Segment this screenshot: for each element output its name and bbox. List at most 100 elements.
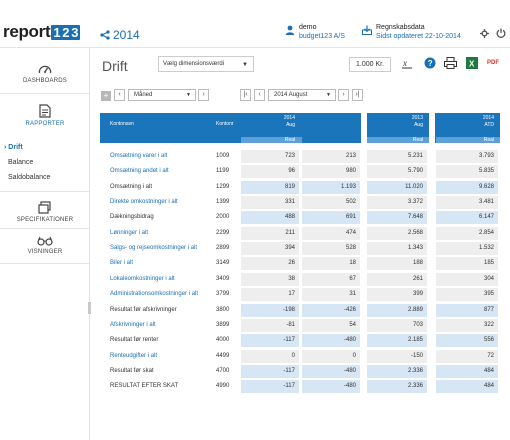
value-cell[interactable]: -480 [302,380,360,394]
settings-icon[interactable] [480,29,489,38]
print-icon[interactable] [444,57,457,69]
formula-icon[interactable]: x [401,57,413,69]
value-cell[interactable]: 304 [436,272,498,286]
dimension-select[interactable]: Vælg dimensionsværdi ▼ [158,56,254,72]
sidebar-item-rapporter[interactable]: RAPPORTER [0,104,90,127]
value-cell[interactable]: -480 [302,364,360,378]
value-cell[interactable]: 0 [241,349,299,363]
value-cell[interactable]: 72 [436,349,498,363]
value-cell[interactable]: 484 [436,380,498,394]
value-cell[interactable]: 2.336 [367,380,427,394]
value-cell[interactable]: 399 [367,288,427,302]
account-link[interactable]: Afskrivninger i alt [110,321,156,328]
table-row[interactable]: Salgs- og rejseomkostninger i alt 2899 394… [100,241,500,256]
header-account-no[interactable]: Kontonr [216,121,234,127]
year-selector[interactable]: 2014 [100,28,140,42]
value-cell[interactable]: -198 [241,303,299,317]
sidebar-subitem-saldobalance[interactable]: Saldobalance [8,174,51,181]
table-row[interactable]: Renteudgifter i alt 4499 0 0 -150 72 [100,349,500,364]
report123-logo[interactable]: report 1 2 3 [3,23,81,40]
user-menu[interactable]: demo budget123 A/S [285,23,345,41]
value-cell[interactable]: 474 [302,226,360,240]
value-cell[interactable]: -117 [241,380,299,394]
table-row[interactable]: Afskrivninger i alt 3899 -81 54 703 322 [100,318,500,333]
sidebar-item-specifikationer[interactable]: SPECIFIKATIONER [0,201,90,223]
value-cell[interactable]: 11.020 [367,180,427,194]
account-link[interactable]: Omsætning andet i alt [110,168,169,175]
power-icon[interactable] [496,28,506,38]
account-link[interactable]: Omsætning varer i alt [110,153,168,159]
first-date-button[interactable]: |‹ [240,89,251,101]
header-account-name[interactable]: Kontonavn [110,121,134,127]
sidebar-item-visninger[interactable]: VISNINGER [0,236,90,255]
value-cell[interactable]: 261 [367,272,427,286]
value-cell[interactable]: -426 [302,303,360,317]
value-cell[interactable]: 1.343 [367,242,427,256]
value-cell[interactable]: 7.648 [367,211,427,225]
help-icon[interactable]: ? [424,57,436,69]
sidebar-collapse-handle[interactable] [88,302,91,314]
value-cell[interactable]: 484 [436,364,498,378]
table-row[interactable]: Lønninger i alt 2299 211 474 2.568 2.854 [100,226,500,241]
value-cell[interactable]: 556 [436,334,498,348]
value-cell[interactable]: 3.481 [436,196,498,210]
value-cell[interactable]: 2.568 [367,226,427,240]
value-cell[interactable]: 528 [302,242,360,256]
value-cell[interactable]: 5.231 [367,150,427,163]
value-cell[interactable]: 502 [302,196,360,210]
value-cell[interactable]: 2.336 [367,364,427,378]
value-cell[interactable]: 188 [367,257,427,271]
value-cell[interactable]: 0 [302,349,360,363]
account-link[interactable]: Renteudgifter i alt [110,352,158,359]
excel-icon[interactable]: X [466,57,478,69]
sidebar-item-dashboards[interactable]: DASHBOARDS [0,63,90,84]
value-cell[interactable]: 3.793 [436,150,498,163]
next-period-button[interactable]: › [198,89,209,101]
table-row[interactable]: Omsætning varer i alt 1009 723 213 5.231 3.79… [100,149,500,164]
value-cell[interactable]: -117 [241,334,299,348]
table-row[interactable]: Omsætning i alt 1299 819 1.193 11.020 9.628 [100,180,500,195]
value-cell[interactable]: 211 [241,226,299,240]
table-row[interactable]: Dækningsbidrag 2000 488 691 7.648 6.147 [100,210,500,225]
value-cell[interactable]: 31 [302,288,360,302]
table-row[interactable]: Lokaleomkostninger i alt 3409 38 67 261 304 [100,272,500,287]
value-cell[interactable]: 2.854 [436,226,498,240]
value-cell[interactable]: 488 [241,211,299,225]
table-row[interactable]: Resultat før skat 4700 -117 -480 2.336 484 [100,364,500,379]
value-cell[interactable]: 723 [241,150,299,163]
account-link[interactable]: Biler i alt [110,260,134,267]
value-cell[interactable]: 819 [241,180,299,194]
value-cell[interactable]: 1.532 [436,242,498,256]
date-select[interactable]: 2014 August ▼ [268,89,336,101]
value-cell[interactable]: 2.889 [367,303,427,317]
value-cell[interactable]: 6.147 [436,211,498,225]
account-link[interactable]: Lokaleomkostninger i alt [110,275,175,282]
table-row[interactable]: Resultat før renter 4000 -117 -480 2.185 556 [100,333,500,348]
value-cell[interactable]: 395 [436,288,498,302]
value-cell[interactable]: 703 [367,318,427,332]
expand-button[interactable]: + [101,91,111,101]
value-cell[interactable]: 394 [241,242,299,256]
value-cell[interactable]: 2.185 [367,334,427,348]
value-cell[interactable]: 691 [302,211,360,225]
previous-date-button[interactable]: ‹ [254,89,265,101]
account-link[interactable]: Administrationsomkostninger i alt [110,291,199,298]
value-cell[interactable]: 213 [302,150,360,163]
value-cell[interactable]: 9.628 [436,180,498,194]
value-cell[interactable]: 1.193 [302,180,360,194]
table-row[interactable]: Biler i alt 3149 26 18 188 185 [100,256,500,271]
pdf-icon[interactable]: PDF [487,60,499,66]
value-cell[interactable]: 5.835 [436,165,498,179]
last-date-button[interactable]: ›| [352,89,363,101]
value-cell[interactable]: -150 [367,349,427,363]
next-date-button[interactable]: › [338,89,349,101]
sidebar-subitem-drift[interactable]: › Drift [4,144,23,151]
value-cell[interactable]: -117 [241,364,299,378]
table-row[interactable]: Omsætning andet i alt 1199 96 980 5.790 5.835 [100,164,500,179]
value-cell[interactable]: 322 [436,318,498,332]
account-link[interactable]: Salgs- og rejseomkostninger i alt [110,245,198,252]
value-cell[interactable]: 67 [302,272,360,286]
value-cell[interactable]: -480 [302,334,360,348]
value-cell[interactable]: 18 [302,257,360,271]
account-link[interactable]: Direkte omkostninger i alt [110,199,178,206]
